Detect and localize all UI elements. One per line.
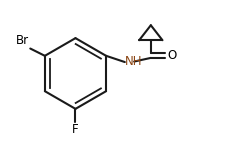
Text: F: F [72, 123, 79, 136]
Text: O: O [166, 49, 175, 62]
Text: Br: Br [16, 35, 29, 47]
Text: NH: NH [125, 55, 142, 68]
